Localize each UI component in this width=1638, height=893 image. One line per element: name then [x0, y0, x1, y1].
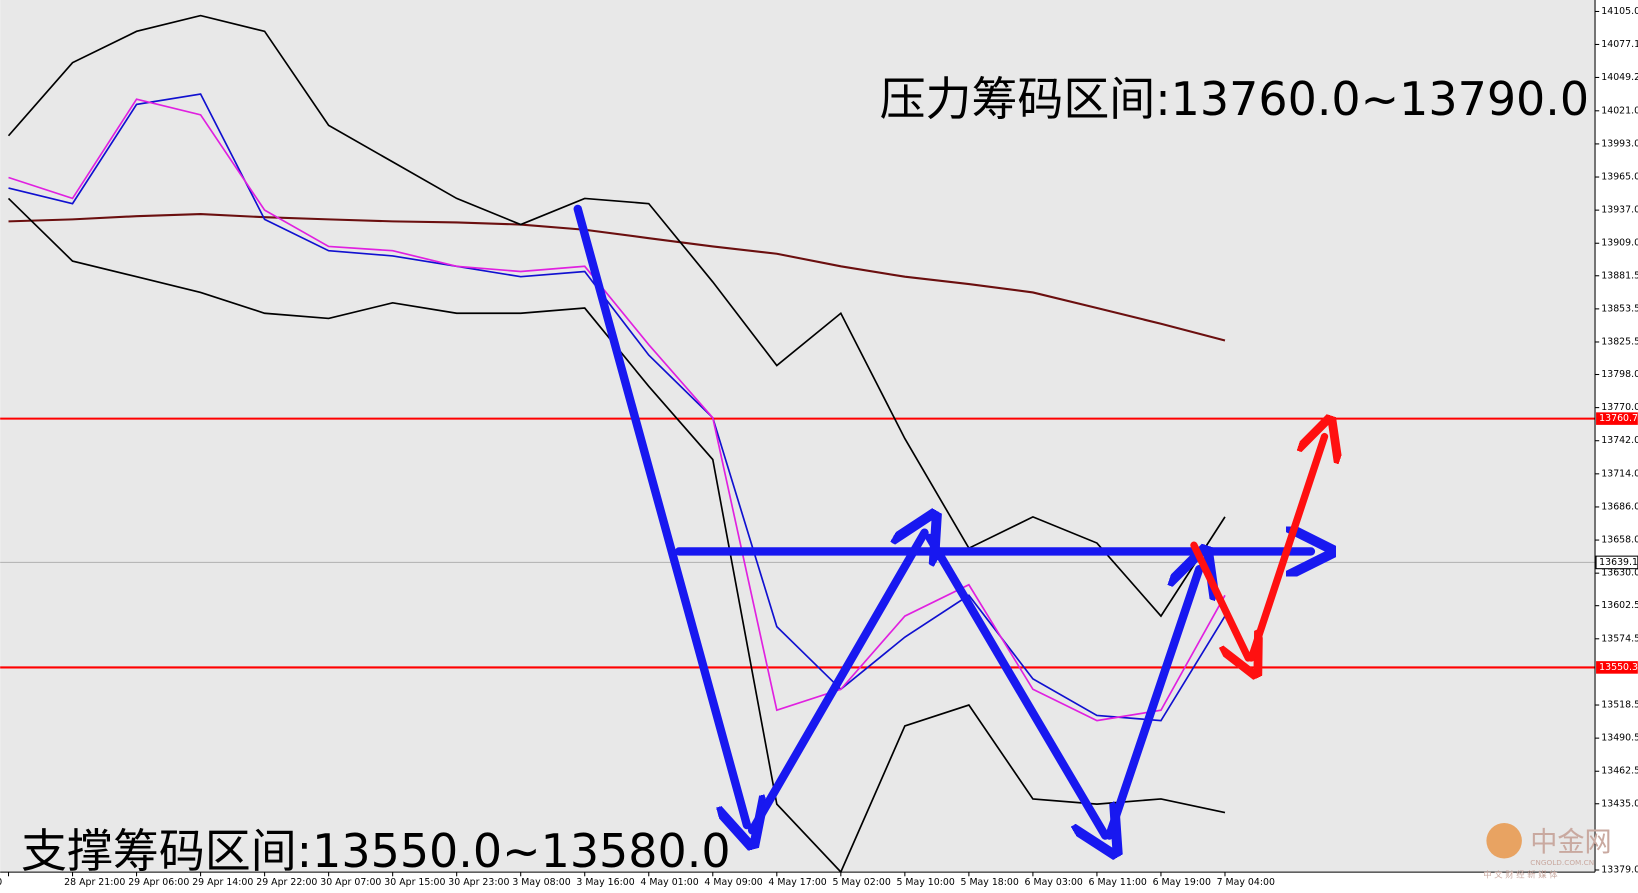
x-tick-label: 29 Apr 22:00: [256, 877, 317, 888]
price-label-box: [1596, 661, 1638, 674]
y-tick-label: 13462.5: [1601, 766, 1638, 777]
x-tick-label: 4 May 01:00: [640, 877, 698, 888]
watermark: CNGOLD.COM.CN: [1530, 858, 1594, 867]
x-tick-label: 4 May 17:00: [768, 877, 826, 888]
x-tick-label: 30 Apr 15:00: [384, 877, 445, 888]
x-tick-label: 5 May 10:00: [896, 877, 954, 888]
y-tick-label: 13993.0: [1601, 138, 1638, 149]
arrow: [1247, 437, 1324, 662]
y-tick-label: 13602.5: [1601, 600, 1638, 611]
y-tick-label: 13518.5: [1601, 700, 1638, 711]
price-label: 13639.1: [1599, 557, 1638, 568]
y-tick-label: 13937.0: [1601, 205, 1638, 216]
price-label-box: [1596, 412, 1638, 425]
y-tick-label: 13379.0: [1601, 864, 1638, 875]
y-tick-label: 13658.0: [1601, 535, 1638, 546]
x-tick-label: 30 Apr 23:00: [448, 877, 509, 888]
arrow: [573, 204, 747, 825]
y-tick-label: 13574.5: [1601, 633, 1638, 644]
x-tick-label: Apr 13:00: [0, 877, 2, 888]
series-line: [8, 93, 1226, 722]
y-tick-label: 13742.0: [1601, 435, 1638, 446]
arrow: [1190, 541, 1248, 658]
y-tick-label: 13630.0: [1601, 568, 1638, 579]
y-tick-label: 13798.0: [1601, 369, 1638, 380]
y-tick-label: 13714.0: [1601, 468, 1638, 479]
y-tick-label: 13881.5: [1601, 270, 1638, 281]
watermark: 中金网: [1530, 827, 1611, 858]
arrow: [925, 533, 1105, 836]
watermark: 中 文 财 经 新 媒 体: [1483, 869, 1558, 879]
logo: [1486, 823, 1522, 859]
x-tick-label: 4 May 09:00: [704, 877, 762, 888]
price-label: 13760.7: [1599, 413, 1638, 424]
arrows: [573, 204, 1325, 840]
y-tick-label: 14105.0: [1601, 6, 1638, 17]
y-tick-label: 14077.1: [1601, 39, 1638, 50]
x-tick-label: 5 May 02:00: [832, 877, 890, 888]
x-tick-label: 30 Apr 07:00: [320, 877, 381, 888]
x-tick-label: 3 May 16:00: [576, 877, 634, 888]
y-tick-label: 13686.0: [1601, 501, 1638, 512]
y-tick-label: 13965.0: [1601, 172, 1638, 183]
arrow: [1105, 569, 1199, 840]
y-tick-label: 13770.0: [1601, 402, 1638, 413]
annotation: 压力筹码区间:13760.0~13790.0: [880, 72, 1590, 126]
series-line: [7, 14, 1226, 618]
y-tick-label: 13825.5: [1601, 336, 1638, 347]
y-tick-label: 13490.5: [1601, 733, 1638, 744]
x-tick-label: 29 Apr 14:00: [192, 877, 253, 888]
price-label: 13550.3: [1599, 662, 1638, 673]
x-tick-label: 6 May 03:00: [1025, 877, 1083, 888]
y-tick-label: 14021.0: [1601, 105, 1638, 116]
y-tick-label: 13853.5: [1601, 303, 1638, 314]
x-tick-label: 6 May 11:00: [1089, 877, 1147, 888]
arrow: [747, 533, 924, 835]
x-tick-label: 7 May 04:00: [1217, 877, 1275, 888]
x-tick-label: 28 Apr 21:00: [64, 877, 125, 888]
x-tick-label: 3 May 08:00: [512, 877, 570, 888]
annotation: 支撑筹码区间:13550.0~13580.0: [21, 824, 731, 878]
x-tick-label: 5 May 18:00: [961, 877, 1019, 888]
y-tick-label: 13909.0: [1601, 238, 1638, 249]
series-line: [8, 98, 1226, 722]
y-tick-label: 14049.2: [1601, 72, 1638, 83]
y-tick-label: 13435.0: [1601, 798, 1638, 809]
x-tick-label: 6 May 19:00: [1153, 877, 1211, 888]
plot-area: [0, 0, 1596, 873]
series-line: [8, 212, 1226, 342]
x-tick-label: 29 Apr 06:00: [128, 877, 189, 888]
